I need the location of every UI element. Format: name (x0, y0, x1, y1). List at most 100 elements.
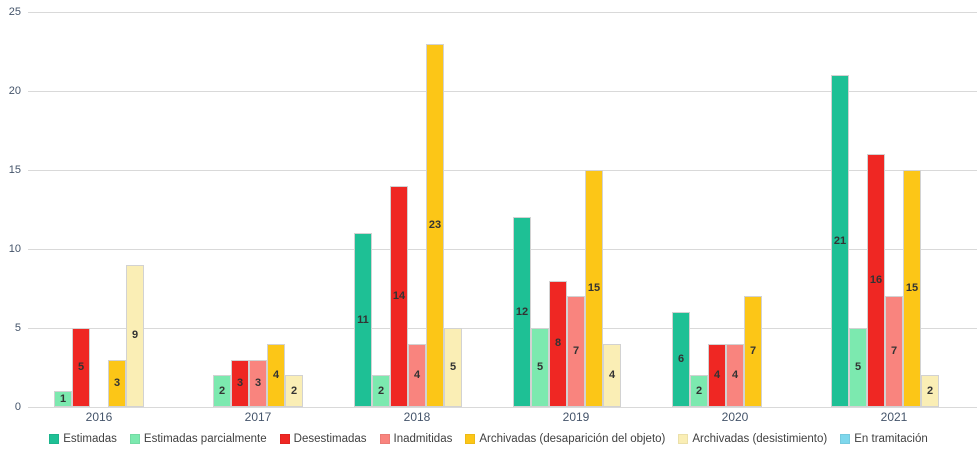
legend-item-estimadas-parcialmente[interactable]: Estimadas parcialmente (129, 433, 267, 445)
y-axis-tick-label: 25 (8, 6, 21, 18)
bar-inadmitidas-2018[interactable]: 4 (408, 343, 426, 407)
bar-value-label: 2 (695, 384, 703, 397)
bar-value-label: 12 (515, 305, 529, 318)
bar-estimadas-parcialmente-2019[interactable]: 5 (531, 328, 549, 407)
legend-color-swatch-icon (129, 434, 140, 444)
bar-estimadas-parcialmente-2021[interactable]: 5 (849, 328, 867, 407)
bar-value-label: 5 (449, 361, 457, 373)
gridline-y-0 (28, 407, 977, 408)
bar-value-label: 15 (587, 282, 601, 294)
x-axis-label-2018: 2018 (403, 410, 431, 424)
bar-desestimadas-2016[interactable]: 5 (72, 328, 90, 407)
gridline-y-5 (28, 328, 977, 329)
legend-item-label: Desestimadas (293, 433, 367, 445)
bar-value-label: 5 (77, 361, 85, 373)
legend-item-label: Inadmitidas (393, 433, 453, 445)
y-axis-tick-label: 10 (8, 243, 21, 255)
legend-color-swatch-icon (279, 434, 290, 444)
legend-color-swatch-icon (465, 434, 476, 444)
bar-archivadas-desaparici-n-del-objeto-2021[interactable]: 15 (903, 170, 921, 407)
bar-value-label: 4 (731, 368, 739, 381)
legend-item-desestimadas[interactable]: Desestimadas (279, 433, 367, 445)
bar-archivadas-desaparici-n-del-objeto-2017[interactable]: 4 (267, 343, 285, 407)
legend-item-archivadas-desistimiento[interactable]: Archivadas (desistimiento) (678, 433, 827, 445)
legend-color-swatch-icon (379, 434, 390, 444)
legend-item-label: En tramitación (854, 433, 928, 445)
bar-desestimadas-2019[interactable]: 8 (549, 280, 567, 407)
legend-item-estimadas[interactable]: Estimadas (49, 433, 117, 445)
bar-archivadas-desaparici-n-del-objeto-2020[interactable]: 7 (744, 296, 762, 407)
legend-item-archivadas-desaparici-n-del-objeto[interactable]: Archivadas (desaparición del objeto) (465, 433, 665, 445)
bar-value-label: 3 (254, 376, 262, 389)
legend-item-label: Estimadas parcialmente (143, 433, 267, 445)
x-axis-label-2020: 2020 (721, 410, 749, 424)
bar-estimadas-2020[interactable]: 6 (672, 312, 690, 407)
bar-desestimadas-2020[interactable]: 4 (708, 343, 726, 407)
bar-value-label: 4 (608, 368, 616, 381)
bar-value-label: 4 (413, 368, 421, 381)
legend-item-inadmitidas[interactable]: Inadmitidas (379, 433, 453, 445)
bar-inadmitidas-2019[interactable]: 7 (567, 296, 585, 407)
legend-color-swatch-icon (678, 434, 689, 444)
bar-value-label: 3 (236, 376, 244, 389)
bar-desestimadas-2018[interactable]: 14 (390, 185, 408, 407)
bar-value-label: 7 (749, 345, 757, 358)
bar-archivadas-desaparici-n-del-objeto-2018[interactable]: 23 (426, 43, 444, 407)
bar-inadmitidas-2020[interactable]: 4 (726, 343, 744, 407)
bar-value-label: 9 (131, 329, 139, 342)
bar-value-label: 8 (554, 337, 562, 350)
bar-value-label: 5 (536, 361, 544, 373)
bar-value-label: 15 (905, 282, 919, 294)
bar-value-label: 4 (272, 368, 280, 381)
bar-archivadas-desistimiento-2016[interactable]: 9 (126, 264, 144, 407)
bar-value-label: 1 (59, 392, 67, 405)
bar-value-label: 6 (677, 353, 685, 366)
legend: Estimadas Estimadas parcialmente Desestima… (0, 429, 977, 449)
bar-estimadas-2018[interactable]: 11 (354, 233, 372, 407)
bar-estimadas-parcialmente-2017[interactable]: 2 (213, 375, 231, 407)
bar-value-label: 3 (113, 376, 121, 389)
bar-desestimadas-2017[interactable]: 3 (231, 359, 249, 407)
legend-item-en-tramitaci-n[interactable]: En tramitación (840, 433, 928, 445)
legend-item-label: Archivadas (desistimiento) (692, 433, 828, 445)
bar-archivadas-desistimiento-2017[interactable]: 2 (285, 375, 303, 407)
bar-value-label: 14 (392, 289, 406, 302)
legend-color-swatch-icon (840, 434, 851, 444)
legend-item-label: Archivadas (desaparición del objeto) (479, 433, 666, 445)
y-axis-tick-label: 5 (14, 322, 21, 334)
bar-value-label: 5 (854, 361, 862, 373)
bar-value-label: 7 (572, 345, 580, 358)
bar-value-label: 23 (428, 218, 442, 231)
gridline-y-15 (28, 170, 977, 171)
bar-archivadas-desaparici-n-del-objeto-2019[interactable]: 15 (585, 170, 603, 407)
bar-estimadas-parcialmente-2016[interactable]: 1 (54, 391, 72, 407)
bar-inadmitidas-2017[interactable]: 3 (249, 359, 267, 407)
bar-value-label: 21 (833, 234, 847, 247)
bar-value-label: 2 (218, 384, 226, 397)
x-axis-label-2019: 2019 (562, 410, 590, 424)
bar-estimadas-2021[interactable]: 21 (831, 75, 849, 407)
y-axis-tick-label: 20 (8, 85, 21, 97)
gridline-y-25 (28, 12, 977, 13)
bar-archivadas-desaparici-n-del-objeto-2016[interactable]: 3 (108, 359, 126, 407)
bar-archivadas-desistimiento-2018[interactable]: 5 (444, 328, 462, 407)
bar-value-label: 16 (869, 274, 883, 287)
bar-value-label: 2 (290, 384, 298, 397)
bar-value-label: 11 (357, 313, 369, 326)
bar-value-label: 4 (713, 368, 721, 381)
y-axis-tick-label: 0 (14, 401, 21, 413)
bar-inadmitidas-2021[interactable]: 7 (885, 296, 903, 407)
plot-area: 0 5 10 15 20 25 1 5 3 9 2016 2 3 3 4 2 2017 11 2 14 4 23 5 2018… (8, 6, 977, 424)
bar-archivadas-desistimiento-2021[interactable]: 2 (921, 375, 939, 407)
legend-color-swatch-icon (49, 434, 60, 444)
x-axis-label-2021: 2021 (880, 410, 908, 424)
bar-desestimadas-2021[interactable]: 16 (867, 154, 885, 407)
gridline-y-10 (28, 249, 977, 250)
bar-estimadas-parcialmente-2020[interactable]: 2 (690, 375, 708, 407)
bar-estimadas-2019[interactable]: 12 (513, 217, 531, 407)
bar-value-label: 2 (377, 384, 385, 397)
bar-archivadas-desistimiento-2019[interactable]: 4 (603, 343, 621, 407)
bar-estimadas-parcialmente-2018[interactable]: 2 (372, 375, 390, 407)
y-axis-tick-label: 15 (8, 164, 21, 176)
